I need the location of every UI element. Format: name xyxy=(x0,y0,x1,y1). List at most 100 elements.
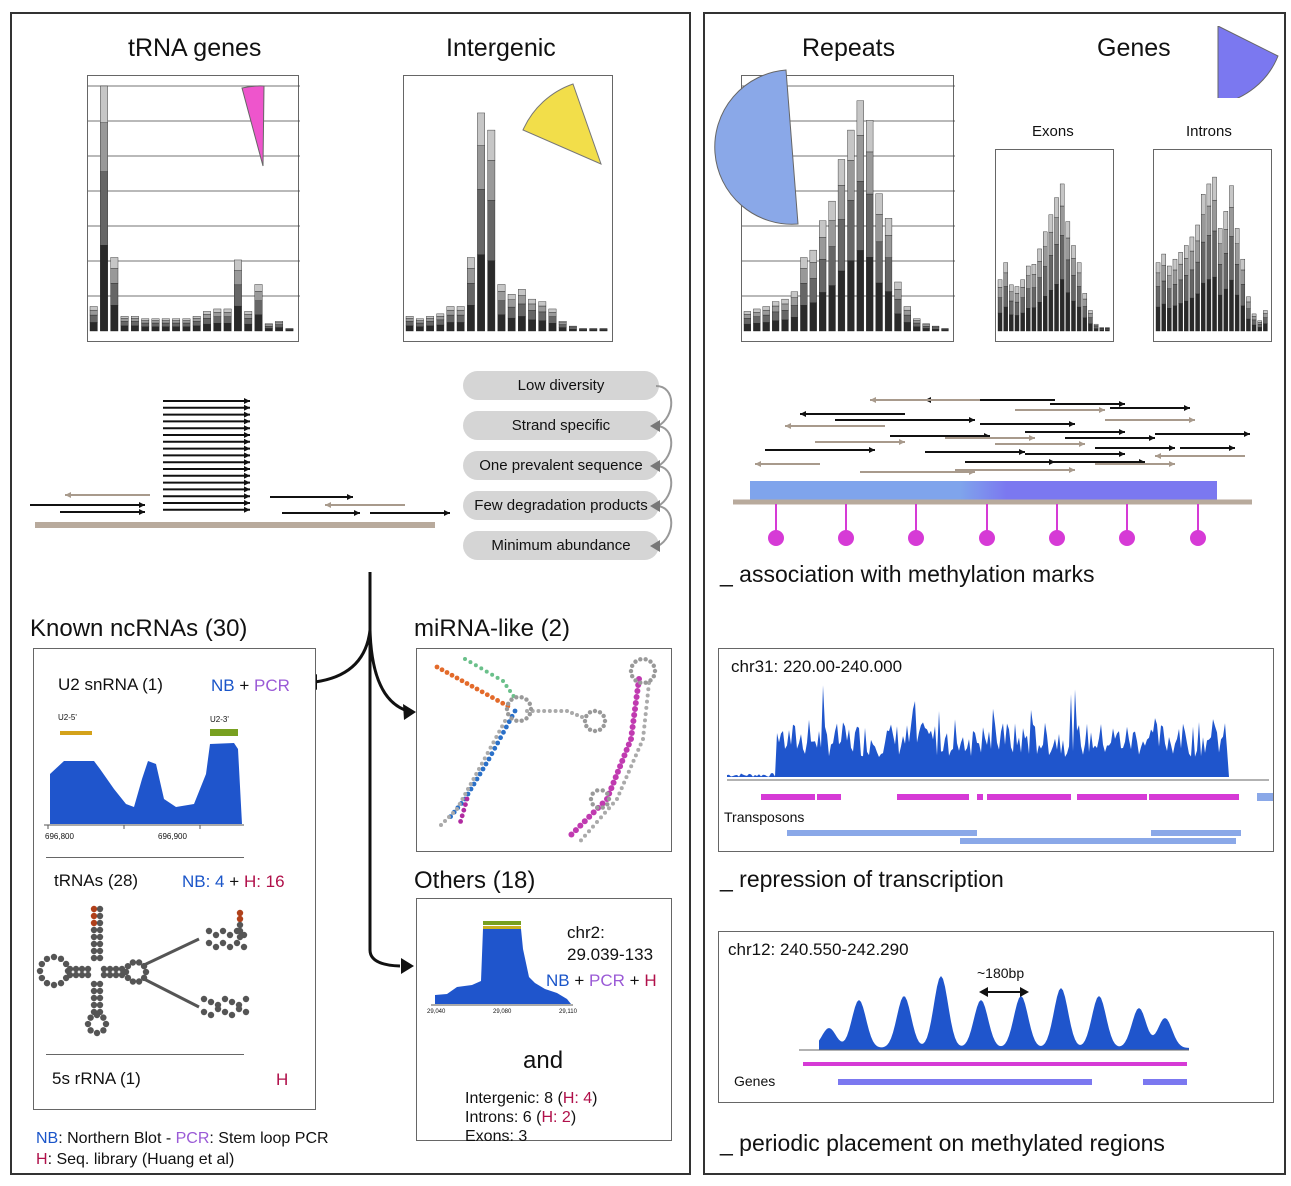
histogram-bar xyxy=(1251,316,1257,321)
histogram-bar xyxy=(192,325,201,332)
trna-pie-slice xyxy=(241,85,265,167)
histogram-bar xyxy=(426,325,434,332)
histogram-bar xyxy=(548,308,557,313)
histogram-bar xyxy=(264,324,273,327)
histogram-bar xyxy=(1155,286,1161,308)
histogram-bar xyxy=(866,120,874,153)
histogram-bar xyxy=(753,316,761,324)
histogram-bar xyxy=(1026,288,1031,309)
histogram-bar xyxy=(1020,312,1025,332)
right-panel xyxy=(703,12,1286,1175)
histogram-bar xyxy=(1246,301,1251,309)
histogram-bar xyxy=(405,321,414,327)
histogram-bar xyxy=(1161,280,1166,305)
histogram-bar xyxy=(254,284,263,292)
histogram-bar xyxy=(1043,246,1048,267)
histogram-bar xyxy=(1020,279,1025,288)
histogram-bar xyxy=(1099,327,1104,329)
others-coverage-plot xyxy=(431,921,573,1006)
histogram-bar xyxy=(856,181,864,251)
histogram-bar xyxy=(548,312,557,317)
histogram-bar xyxy=(762,314,770,323)
histogram-bar xyxy=(903,309,911,316)
histogram-bar xyxy=(884,291,893,332)
histogram-bar xyxy=(436,324,445,332)
chr12-coord: chr12: 240.550-242.290 xyxy=(728,940,909,959)
histogram-bar xyxy=(161,320,170,324)
histogram-bar xyxy=(903,306,911,311)
histogram-bar xyxy=(192,318,201,322)
histogram-bar xyxy=(1059,279,1065,332)
histogram-bar xyxy=(558,327,567,332)
histogram-bar xyxy=(1195,224,1200,242)
histogram-bar xyxy=(89,309,98,316)
histogram-bar xyxy=(1167,265,1172,276)
histogram-bar xyxy=(456,322,465,332)
histogram-bar xyxy=(405,318,414,322)
histogram-bar xyxy=(182,322,191,327)
trnas-methods: NB: 4 + H: 16 xyxy=(182,872,285,892)
histogram-bar xyxy=(884,218,893,236)
histogram-bar xyxy=(558,322,567,325)
histogram-bar xyxy=(436,313,445,317)
histogram-bar xyxy=(1088,310,1093,314)
histogram-bar xyxy=(1076,286,1082,308)
histogram-bar xyxy=(1246,318,1251,332)
histogram-bar xyxy=(847,129,855,161)
histogram-bar xyxy=(120,318,129,322)
histogram-bar xyxy=(790,305,799,318)
criterion-degradation-products: Few degradation products xyxy=(463,491,659,520)
histogram-bar xyxy=(497,284,506,292)
histogram-bar xyxy=(1201,241,1206,284)
histogram-bar xyxy=(182,318,191,321)
others-coord-2: 29.039-133 xyxy=(567,945,654,964)
histogram-bar xyxy=(110,257,119,269)
histogram-bar xyxy=(772,305,780,313)
histogram-bar xyxy=(1172,258,1178,271)
histogram-bar xyxy=(100,122,108,172)
intergenic-bars xyxy=(405,112,608,332)
histogram-bar xyxy=(172,322,181,327)
nb-count: NB: 4 xyxy=(182,872,225,891)
histogram-bar xyxy=(894,289,902,300)
histogram-bar xyxy=(1189,269,1195,299)
histogram-bar xyxy=(244,318,253,325)
histogram-bar xyxy=(1178,303,1183,332)
histogram-bar xyxy=(1065,237,1071,261)
histogram-bar xyxy=(1020,287,1025,298)
histogram-bar xyxy=(1223,211,1229,230)
histogram-bar xyxy=(110,305,119,332)
methylation-caption: _ association with methylation marks xyxy=(720,561,1095,587)
5s-rrna-label: 5s rRNA (1) xyxy=(52,1069,141,1088)
histogram-bar xyxy=(1189,297,1195,332)
histogram-bar xyxy=(913,326,921,332)
histogram-bar xyxy=(1257,324,1262,328)
histogram-bar xyxy=(1234,264,1240,296)
histogram-bar xyxy=(997,287,1003,298)
histogram-bar xyxy=(1246,308,1251,320)
mirna-structure-box xyxy=(416,648,672,852)
histogram-bar xyxy=(1065,259,1071,293)
introns-bars xyxy=(1155,176,1268,332)
histogram-bar xyxy=(894,281,902,290)
histogram-bar xyxy=(1172,284,1178,307)
others-coord-1: chr2: xyxy=(567,923,605,942)
histogram-bar xyxy=(1014,315,1020,332)
histogram-bar xyxy=(528,310,536,321)
histogram-bar xyxy=(172,320,181,324)
histogram-bar xyxy=(753,312,761,317)
histogram-bar xyxy=(1195,293,1200,332)
histogram-bar xyxy=(151,318,160,321)
introns-chart xyxy=(1153,149,1272,342)
histogram-bar xyxy=(264,328,273,332)
histogram-bar xyxy=(141,318,150,321)
histogram-bar xyxy=(884,235,893,258)
genes-track-label: Genes xyxy=(734,1073,776,1089)
histogram-bar xyxy=(1082,293,1088,300)
histogram-bar xyxy=(1059,183,1065,207)
spacing-label: ~180bp xyxy=(977,965,1025,981)
histogram-bar xyxy=(931,325,940,328)
histogram-bar xyxy=(254,291,263,301)
histogram-bar xyxy=(1003,286,1008,308)
histogram-bar xyxy=(528,298,536,305)
